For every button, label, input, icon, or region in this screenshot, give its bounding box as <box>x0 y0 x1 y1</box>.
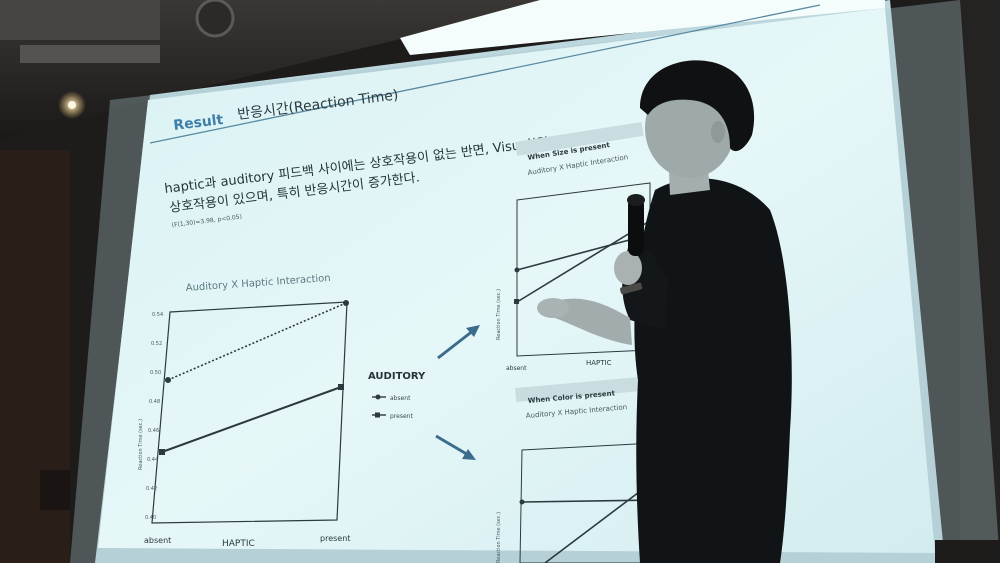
y-tick-7: 0.40 <box>145 515 156 521</box>
arrow-icon <box>435 434 476 460</box>
legend-item-present: present <box>390 413 413 420</box>
series-absent-point-2 <box>343 300 349 306</box>
y-tick-0: 0.54 <box>152 312 163 318</box>
series-present-line <box>161 386 342 453</box>
side-top-x-tick: absent <box>506 365 527 372</box>
result-label: Result <box>173 112 225 134</box>
legend-marker-present <box>375 412 380 418</box>
x-tick-present: present <box>320 534 350 543</box>
microphone-icon <box>627 194 645 256</box>
legend-item-absent: absent <box>390 395 411 402</box>
y-tick-2: 0.50 <box>150 370 161 376</box>
series-present-point-1 <box>159 449 165 455</box>
series-absent-line <box>167 302 347 381</box>
side-bottom-y-label: Reaction Time (sec.) <box>496 512 502 563</box>
legend-title: AUDITORY <box>368 371 426 382</box>
arrow-icon <box>437 325 480 360</box>
x-tick-absent: absent <box>144 536 171 545</box>
x-axis-label: HAPTIC <box>222 539 255 549</box>
series-present-point-2 <box>338 384 344 390</box>
side-top-y-label: Reaction Time (sec.) <box>496 289 502 340</box>
presenter <box>537 60 792 563</box>
y-tick-4: 0.46 <box>148 428 159 434</box>
series-absent-point-1 <box>165 377 171 383</box>
main-chart-frame <box>151 301 348 524</box>
side-top-x-label: HAPTIC <box>586 359 612 367</box>
legend-marker-absent <box>375 394 381 400</box>
y-tick-1: 0.52 <box>151 341 162 347</box>
y-tick-6: 0.42 <box>146 486 157 492</box>
y-axis-label: Reaction Time (sec.) <box>138 419 144 470</box>
y-tick-3: 0.48 <box>149 399 160 405</box>
y-tick-5: 0.44 <box>147 457 158 463</box>
legend: AUDITORY absent present <box>368 371 426 420</box>
